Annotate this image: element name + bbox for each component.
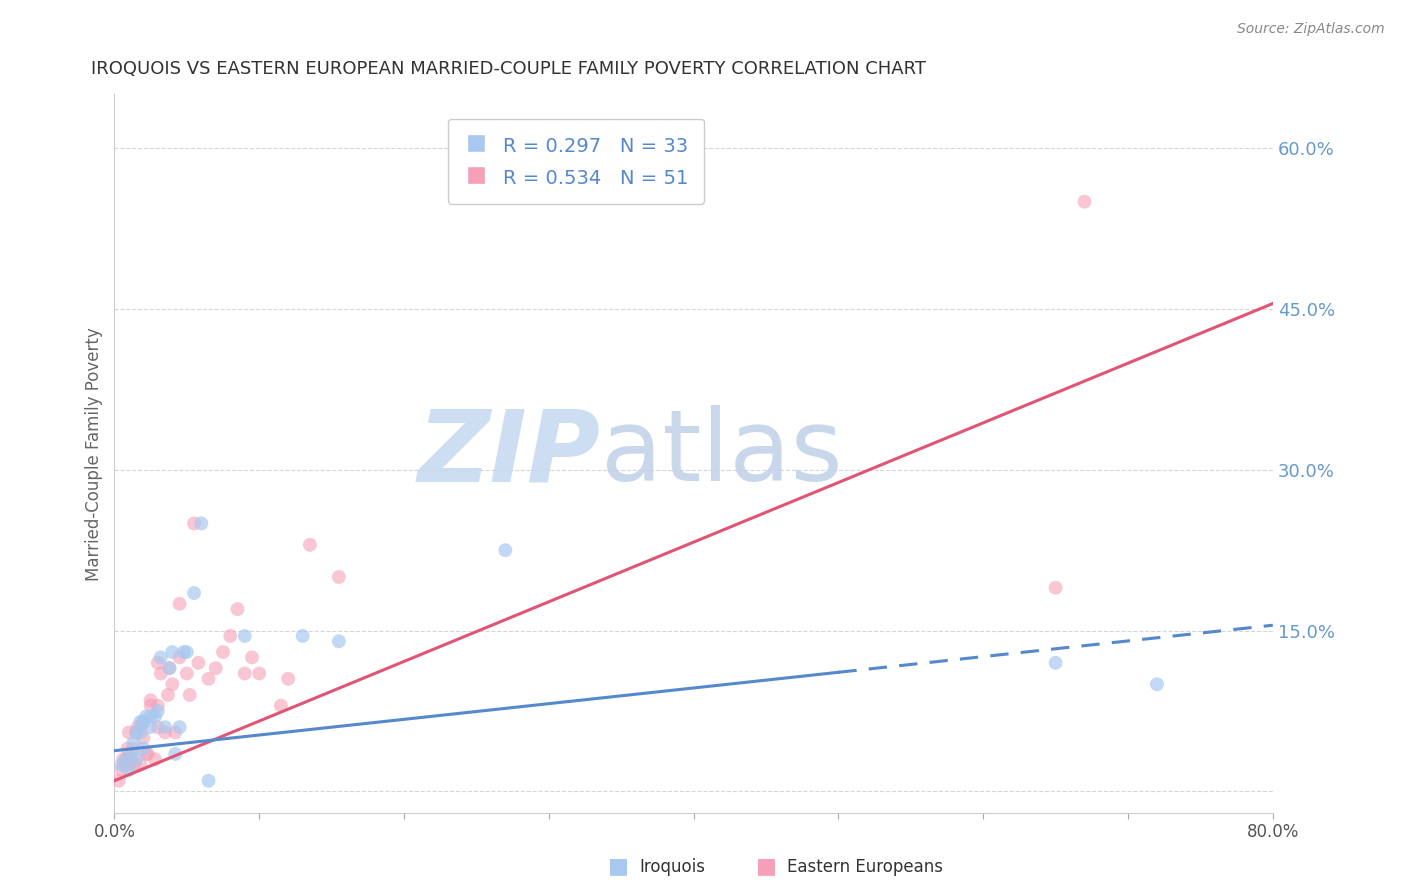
- Point: [197, 773, 219, 788]
- Point: [153, 725, 176, 739]
- Point: [162, 677, 184, 691]
- Point: [146, 704, 169, 718]
- Point: [115, 752, 138, 766]
- Point: [129, 720, 152, 734]
- Point: [212, 645, 235, 659]
- Text: atlas: atlas: [600, 405, 842, 502]
- Y-axis label: Married-Couple Family Poverty: Married-Couple Family Poverty: [86, 326, 103, 581]
- Point: [494, 543, 516, 558]
- Point: [136, 747, 159, 761]
- Point: [190, 516, 212, 531]
- Text: Iroquois: Iroquois: [640, 858, 706, 876]
- Point: [146, 720, 169, 734]
- Point: [129, 757, 152, 772]
- Point: [121, 747, 143, 761]
- Point: [122, 741, 145, 756]
- Point: [159, 661, 181, 675]
- Point: [219, 629, 242, 643]
- Point: [183, 516, 205, 531]
- Point: [125, 752, 148, 766]
- Point: [169, 720, 191, 734]
- Point: [111, 763, 134, 777]
- Text: IROQUOIS VS EASTERN EUROPEAN MARRIED-COUPLE FAMILY POVERTY CORRELATION CHART: IROQUOIS VS EASTERN EUROPEAN MARRIED-COU…: [91, 60, 927, 78]
- Point: [165, 747, 187, 761]
- Point: [176, 645, 198, 659]
- Point: [129, 725, 152, 739]
- Point: [165, 725, 187, 739]
- Point: [118, 725, 141, 739]
- Point: [139, 693, 162, 707]
- Point: [291, 629, 314, 643]
- Point: [1045, 581, 1067, 595]
- Point: [183, 586, 205, 600]
- Point: [132, 731, 155, 745]
- Point: [118, 757, 141, 772]
- Point: [1073, 194, 1095, 209]
- Point: [139, 709, 162, 723]
- Point: [270, 698, 292, 713]
- Point: [118, 763, 141, 777]
- Point: [112, 752, 135, 766]
- Legend: R = 0.297   N = 33, R = 0.534   N = 51: R = 0.297 N = 33, R = 0.534 N = 51: [449, 119, 704, 204]
- Point: [117, 741, 139, 756]
- Point: [1045, 656, 1067, 670]
- Point: [149, 650, 172, 665]
- Point: [124, 757, 146, 772]
- Point: [121, 752, 143, 766]
- Text: Eastern Europeans: Eastern Europeans: [787, 858, 943, 876]
- Point: [197, 672, 219, 686]
- Text: ■: ■: [756, 856, 776, 876]
- Point: [149, 666, 172, 681]
- Point: [233, 666, 256, 681]
- Text: ZIP: ZIP: [418, 405, 600, 502]
- Text: ■: ■: [609, 856, 628, 876]
- Point: [135, 747, 157, 761]
- Point: [240, 650, 263, 665]
- Point: [143, 709, 166, 723]
- Point: [122, 736, 145, 750]
- Point: [139, 698, 162, 713]
- Point: [328, 570, 350, 584]
- Point: [162, 645, 184, 659]
- Point: [1146, 677, 1168, 691]
- Point: [204, 661, 226, 675]
- Point: [129, 714, 152, 729]
- Point: [328, 634, 350, 648]
- Point: [125, 725, 148, 739]
- Point: [114, 757, 136, 772]
- Point: [187, 656, 209, 670]
- Point: [247, 666, 270, 681]
- Point: [115, 752, 138, 766]
- Point: [159, 661, 181, 675]
- Point: [277, 672, 299, 686]
- Point: [233, 629, 256, 643]
- Point: [146, 698, 169, 713]
- Text: Source: ZipAtlas.com: Source: ZipAtlas.com: [1237, 22, 1385, 37]
- Point: [107, 773, 129, 788]
- Point: [125, 725, 148, 739]
- Point: [127, 720, 149, 734]
- Point: [132, 714, 155, 729]
- Point: [298, 538, 321, 552]
- Point: [135, 709, 157, 723]
- Point: [146, 656, 169, 670]
- Point: [173, 645, 195, 659]
- Point: [176, 666, 198, 681]
- Point: [153, 720, 176, 734]
- Point: [179, 688, 201, 702]
- Point: [226, 602, 249, 616]
- Point: [139, 720, 162, 734]
- Point: [132, 741, 155, 756]
- Point: [169, 650, 191, 665]
- Point: [111, 757, 134, 772]
- Point: [143, 752, 166, 766]
- Point: [156, 688, 179, 702]
- Point: [132, 714, 155, 729]
- Point: [169, 597, 191, 611]
